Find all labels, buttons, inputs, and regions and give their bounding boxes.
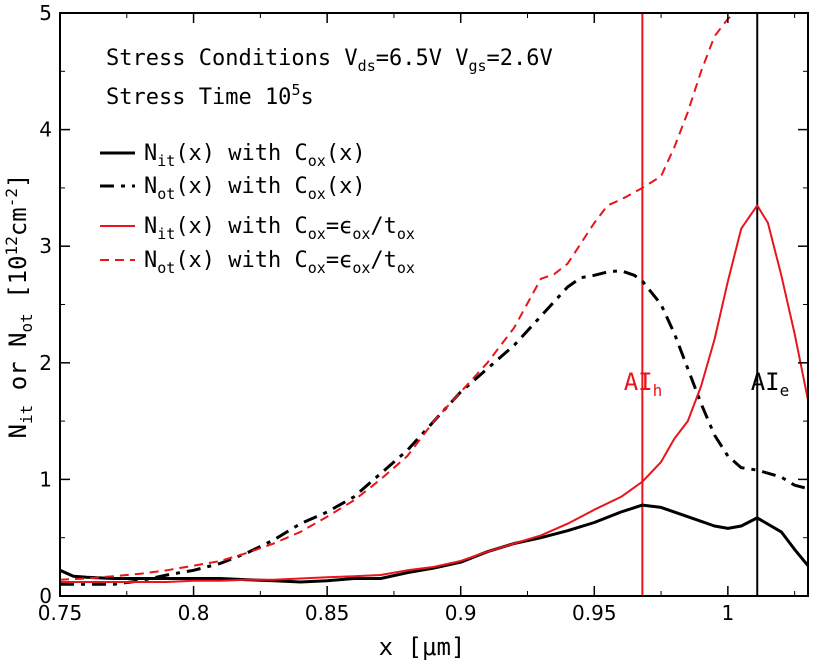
legend: Nit(x) with Cox(x)Not(x) with Cox(x)Nit(… xyxy=(100,141,415,277)
legend-label-3: Nit(x) with Cox=ϵox/tox xyxy=(144,214,415,243)
stress-cond-mid: =6.5V V xyxy=(376,46,469,71)
x-tick-label: 0.85 xyxy=(305,601,350,625)
y-label-cm: cm xyxy=(4,207,32,236)
legend-label-part: /t xyxy=(370,214,397,239)
ai-e-label-text: AI xyxy=(751,368,780,396)
series-line-3 xyxy=(60,204,808,583)
ai-e-label: AIe xyxy=(751,368,790,400)
y-label-n1: N xyxy=(4,424,32,438)
legend-label-part: ox xyxy=(352,225,370,243)
legend-label-part: (x) xyxy=(326,141,366,166)
legend-label-4: Not(x) with Cox=ϵox/tox xyxy=(144,248,415,277)
legend-label-2: Not(x) with Cox(x) xyxy=(144,174,366,203)
legend-label-part: /t xyxy=(370,248,397,273)
legend-label-part: N xyxy=(144,248,157,273)
legend-label-part: =ϵ xyxy=(326,214,353,239)
legend-label-part: N xyxy=(144,214,157,239)
legend-label-part: ox xyxy=(397,225,415,243)
x-tick-label: 0.9 xyxy=(445,601,477,625)
legend-label-part: ox xyxy=(308,185,326,203)
legend-label-part: =ϵ xyxy=(326,248,353,273)
y-label-unit: [10 xyxy=(4,255,32,313)
legend-label-part: (x) with C xyxy=(175,174,307,199)
y-label-close: ] xyxy=(4,174,32,188)
stress-conditions-text: Stress Conditions Vds=6.5V Vgs=2.6V xyxy=(106,46,553,75)
y-label-exp12: 12 xyxy=(2,236,21,255)
legend-label-part: (x) with C xyxy=(175,248,307,273)
legend-label-part: (x) with C xyxy=(175,214,307,239)
legend-label-1: Nit(x) with Cox(x) xyxy=(144,141,366,170)
y-label-sub-it: it xyxy=(17,405,36,424)
series-line-4 xyxy=(60,13,737,581)
x-tick-label: 0.8 xyxy=(178,601,210,625)
stress-annotation: Stress Conditions Vds=6.5V Vgs=2.6V Stre… xyxy=(106,46,553,110)
legend-label-part: ot xyxy=(157,185,175,203)
series-line-2 xyxy=(60,269,808,586)
legend-label-part: ox xyxy=(308,259,326,277)
y-tick-label: 0 xyxy=(39,584,52,608)
y-axis-label: Nit or Not [1012cm-2] xyxy=(2,174,36,439)
ai-h-label: AIh xyxy=(624,368,663,400)
stress-time-text: Stress Time 105s xyxy=(106,81,314,110)
legend-label-part: (x) xyxy=(326,174,366,199)
legend-label-part: N xyxy=(144,141,157,166)
legend-label-part: ox xyxy=(308,152,326,170)
stress-time-sup: 5 xyxy=(291,81,300,99)
stress-cond-sub-ds: ds xyxy=(358,57,376,75)
plot-frame xyxy=(59,12,809,597)
y-tick-label: 3 xyxy=(39,234,52,258)
series-line-1 xyxy=(60,503,808,584)
y-label-exp-2: -2 xyxy=(2,188,21,207)
legend-label-part: N xyxy=(144,174,157,199)
y-tick-label: 5 xyxy=(39,1,52,25)
stress-cond-sub-gs: gs xyxy=(468,57,486,75)
legend-label-part: ox xyxy=(308,225,326,243)
y-tick-label: 1 xyxy=(39,467,52,491)
x-axis-label: x [μm] xyxy=(379,633,466,661)
legend-label-part: it xyxy=(157,152,175,170)
y-label-sub-ot: ot xyxy=(17,313,36,332)
stress-time-prefix: Stress Time 10 xyxy=(106,85,291,110)
ai-h-label-text: AI xyxy=(624,368,653,396)
y-tick-label: 4 xyxy=(39,118,52,142)
legend-label-part: ox xyxy=(397,259,415,277)
legend-label-part: (x) with C xyxy=(175,141,307,166)
stress-cond-end: =2.6V xyxy=(487,46,553,71)
legend-label-part: ox xyxy=(352,259,370,277)
x-tick-label: 0.75 xyxy=(38,601,83,625)
legend-label-part: it xyxy=(157,225,175,243)
ai-e-label-sub: e xyxy=(780,381,790,400)
ai-h-label-sub: h xyxy=(653,381,663,400)
y-tick-label: 2 xyxy=(39,351,52,375)
x-tick-label: 0.95 xyxy=(572,601,617,625)
x-tick-label: 1 xyxy=(721,601,734,625)
legend-label-part: ot xyxy=(157,259,175,277)
stress-time-end: s xyxy=(300,85,313,110)
stress-cond-prefix: Stress Conditions V xyxy=(106,46,358,71)
y-label-or: or N xyxy=(4,332,32,404)
